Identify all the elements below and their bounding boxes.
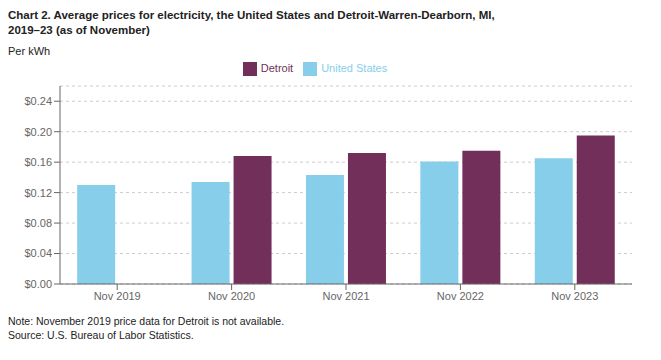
svg-text:$0.16: $0.16	[24, 156, 52, 168]
html-text:Per kWh: Per kWh	[8, 45, 51, 57]
html-text:United States: United States	[321, 62, 388, 74]
svg-text:Nov 2023: Nov 2023	[551, 290, 598, 302]
svg-text:$0.12: $0.12	[24, 187, 52, 199]
svg-text:Nov 2019: Nov 2019	[94, 290, 141, 302]
html-text:2019–23 (as of November): 2019–23 (as of November)	[8, 24, 150, 36]
svg-text:Nov 2022: Nov 2022	[437, 290, 484, 302]
html-text:Note: November 2019 price data: Note: November 2019 price data for Detro…	[8, 315, 285, 327]
svg-text:Nov 2021: Nov 2021	[322, 290, 369, 302]
svg-text:Nov 2020: Nov 2020	[208, 290, 255, 302]
html-text:Source: U.S. Bureau of Labor S: Source: U.S. Bureau of Labor Statistics.	[8, 329, 194, 341]
svg-text:$0.04: $0.04	[24, 247, 52, 259]
svg-text:$0.24: $0.24	[24, 95, 52, 107]
svg-text:$0.08: $0.08	[24, 217, 52, 229]
svg-text:$0.00: $0.00	[24, 278, 52, 290]
html-text:Chart 2. Average prices for el: Chart 2. Average prices for electricity,…	[8, 9, 495, 21]
html-text:Detroit: Detroit	[260, 62, 294, 74]
svg-text:$0.20: $0.20	[24, 126, 52, 138]
